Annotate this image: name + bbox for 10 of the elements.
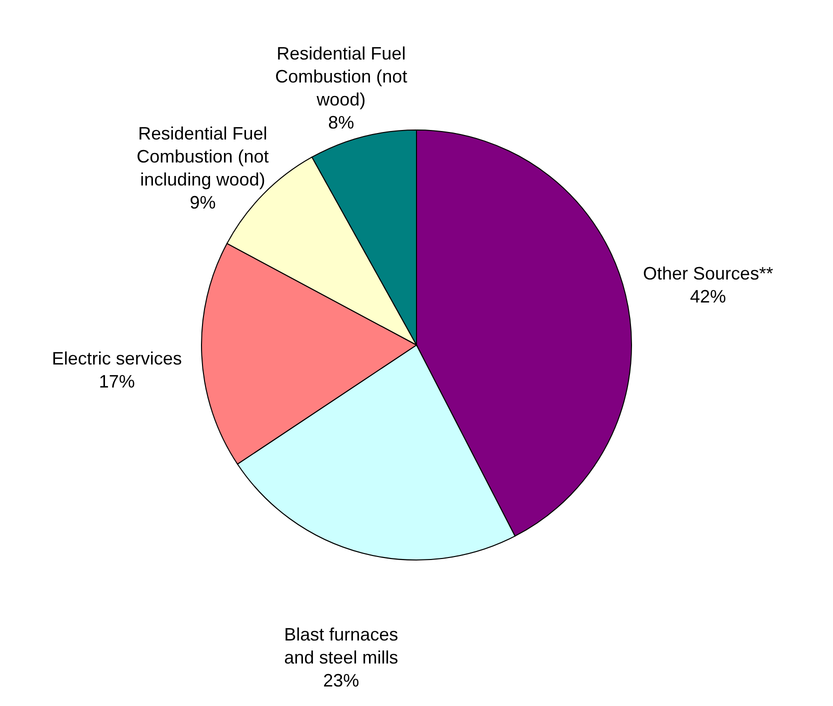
data-label: 8%: [328, 112, 354, 133]
data-label: 9%: [190, 192, 216, 213]
data-label: 23%: [323, 670, 360, 690]
slice-label: Residential Fuel Combustion (not wood): [275, 44, 408, 110]
slice-label: Residential Fuel Combustion (not including wood): [136, 124, 269, 190]
slice-label: Electric services: [52, 348, 182, 368]
data-label: 42%: [690, 286, 726, 306]
slice-label: Blast furnaces and steel mills: [284, 624, 398, 668]
data-label: 17%: [98, 371, 135, 392]
slice-label: Other Sources**: [643, 263, 774, 284]
